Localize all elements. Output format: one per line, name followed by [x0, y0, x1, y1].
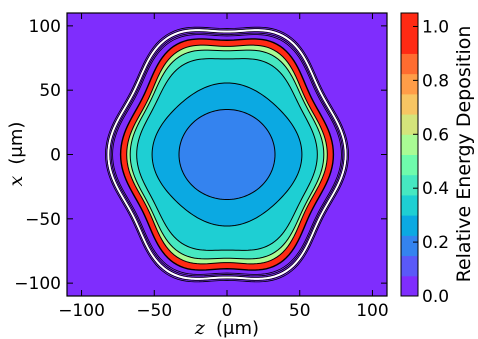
colorbar-swatch	[401, 73, 418, 95]
contour-line	[110, 32, 344, 277]
contour-regions	[105, 26, 349, 283]
y-tick-label: 50	[39, 81, 61, 101]
colorbar-swatch	[401, 275, 418, 297]
x-axis-ticks: −100 −50 0 50 100	[58, 13, 389, 321]
y-axis-variable: x	[5, 175, 27, 186]
colorbar-tick-label: 0.8	[422, 71, 449, 91]
x-tick-label: 50	[289, 301, 311, 321]
colorbar-swatch	[401, 134, 418, 155]
y-tick-label: 100	[29, 17, 61, 37]
colorbar-swatch	[401, 154, 418, 176]
y-axis-label: x (μm)	[5, 122, 27, 187]
colorbar-swatch	[401, 53, 418, 75]
x-axis-label: z (μm)	[194, 317, 259, 339]
colorbar-swatch	[401, 194, 418, 216]
x-tick-label: 100	[356, 301, 388, 321]
colorbar-tick-label: 0.4	[422, 179, 449, 199]
colorbar-swatch	[401, 235, 418, 257]
x-axis-variable: z	[194, 317, 206, 339]
colorbar-swatch	[401, 174, 418, 196]
colorbar: 0.0 0.2 0.4 0.6 0.8 1.0 Relative Energy Depos…	[400, 12, 475, 307]
contour-line	[107, 29, 347, 280]
y-tick-label: −100	[14, 274, 61, 294]
x-tick-label: −100	[58, 301, 105, 321]
colorbar-ticks: 0.0 0.2 0.4 0.6 0.8 1.0	[413, 17, 449, 307]
x-tick-label: 0	[222, 301, 233, 321]
colorbar-tick-label: 0.0	[422, 287, 449, 307]
colorbar-swatch	[401, 13, 418, 54]
colorbar-swatches	[401, 13, 418, 297]
colorbar-swatch	[401, 255, 418, 277]
colorbar-swatch	[401, 93, 418, 115]
colorbar-frame	[400, 12, 419, 297]
colorbar-tick-label: 0.6	[422, 125, 449, 145]
colorbar-swatch	[401, 114, 418, 135]
contour-core	[178, 108, 276, 201]
colorbar-label: Relative Energy Deposition	[453, 26, 475, 283]
y-axis-ticks: −100 −50 0 50 100	[14, 17, 387, 294]
y-axis-unit: (μm)	[6, 122, 27, 165]
contour-line	[105, 26, 349, 283]
x-tick-label: −50	[136, 301, 172, 321]
plot-area	[66, 12, 388, 297]
contour-line	[109, 31, 345, 278]
colorbar-tick-label: 1.0	[422, 17, 449, 37]
contour-line	[106, 28, 348, 281]
x-axis-unit: (μm)	[216, 318, 259, 339]
contour-line	[112, 34, 342, 275]
y-tick-label: −50	[25, 210, 61, 230]
y-tick-label: 0	[50, 146, 61, 166]
colorbar-swatch	[401, 215, 418, 236]
colorbar-tick-label: 0.2	[422, 233, 449, 253]
